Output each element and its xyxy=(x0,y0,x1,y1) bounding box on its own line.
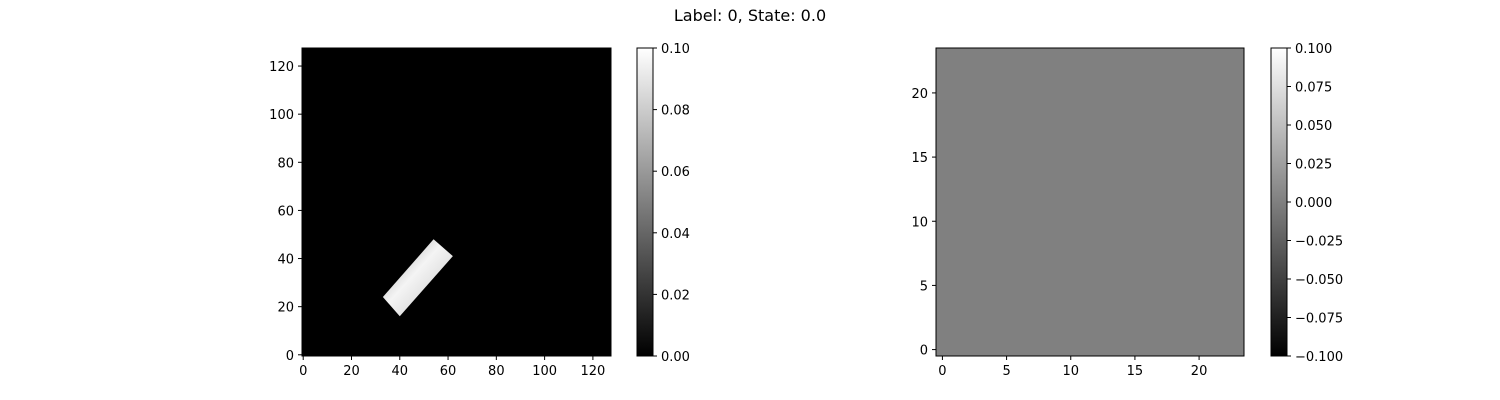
left-colorbar-axis: 0.00 0.02 0.04 0.06 0.08 0.10 xyxy=(653,42,690,365)
y-tick-label: 20 xyxy=(911,87,928,102)
colorbar-tick-label: 0.10 xyxy=(661,42,690,57)
colorbar-tick-label: 0.100 xyxy=(1295,42,1332,57)
y-tick-label: 5 xyxy=(920,279,928,294)
x-tick-label: 5 xyxy=(1002,364,1010,379)
colorbar-tick-label: −0.100 xyxy=(1295,350,1343,365)
colorbar-tick-label: 0.08 xyxy=(661,104,690,119)
left-panel: 0 20 40 60 80 100 120 0 20 40 60 80 100 120 0.00 0.02… xyxy=(269,42,690,379)
left-axes-frame xyxy=(301,47,612,357)
colorbar-tick-label: 0.04 xyxy=(661,227,690,242)
colorbar-tick-label: −0.050 xyxy=(1295,273,1343,288)
figure-title: Label: 0, State: 0.0 xyxy=(674,6,826,25)
x-tick-label: 120 xyxy=(580,364,605,379)
x-tick-label: 80 xyxy=(488,364,505,379)
x-tick-label: 20 xyxy=(1191,364,1208,379)
x-tick-label: 10 xyxy=(1062,364,1079,379)
right-colorbar xyxy=(1270,47,1288,357)
y-tick-label: 80 xyxy=(277,156,294,171)
colorbar-tick-label: −0.025 xyxy=(1295,235,1343,250)
x-tick-label: 20 xyxy=(343,364,360,379)
x-tick-label: 40 xyxy=(391,364,408,379)
y-tick-label: 60 xyxy=(277,204,294,219)
colorbar-tick-label: 0.025 xyxy=(1295,158,1332,173)
colorbar-tick-label: 0.075 xyxy=(1295,81,1332,96)
left-image-background xyxy=(302,48,611,356)
colorbar-tick-label: 0.00 xyxy=(661,350,690,365)
y-tick-label: 15 xyxy=(911,151,928,166)
right-image xyxy=(935,47,1245,357)
colorbar-tick-label: 0.02 xyxy=(661,288,690,303)
right-y-axis: 0 5 10 15 20 xyxy=(911,87,936,359)
colorbar-tick-label: 0.06 xyxy=(661,165,690,180)
y-tick-label: 10 xyxy=(911,215,928,230)
right-colorbar-axis: −0.100 −0.075 −0.050 −0.025 0.000 0.025 0.050 0… xyxy=(1287,42,1343,365)
y-tick-label: 0 xyxy=(920,344,928,359)
y-tick-label: 40 xyxy=(277,253,294,268)
y-tick-label: 120 xyxy=(269,60,294,75)
left-y-axis: 0 20 40 60 80 100 120 xyxy=(269,60,302,364)
y-tick-label: 20 xyxy=(277,301,294,316)
x-tick-label: 100 xyxy=(532,364,557,379)
left-x-axis: 0 20 40 60 80 100 120 xyxy=(299,356,605,379)
left-colorbar xyxy=(636,47,654,357)
colorbar-tick-label: −0.075 xyxy=(1295,312,1343,327)
x-tick-label: 15 xyxy=(1127,364,1144,379)
x-tick-label: 60 xyxy=(440,364,457,379)
y-tick-label: 100 xyxy=(269,108,294,123)
colorbar-tick-label: 0.050 xyxy=(1295,119,1332,134)
y-tick-label: 0 xyxy=(286,349,294,364)
x-tick-label: 0 xyxy=(938,364,946,379)
x-tick-label: 0 xyxy=(299,364,307,379)
right-panel: 0 5 10 15 20 0 5 10 15 20 −0.100 −0.075 −0.050 −0.0… xyxy=(911,42,1343,379)
colorbar-tick-label: 0.000 xyxy=(1295,196,1332,211)
right-x-axis: 0 5 10 15 20 xyxy=(938,356,1207,379)
left-image-feature xyxy=(382,239,453,317)
